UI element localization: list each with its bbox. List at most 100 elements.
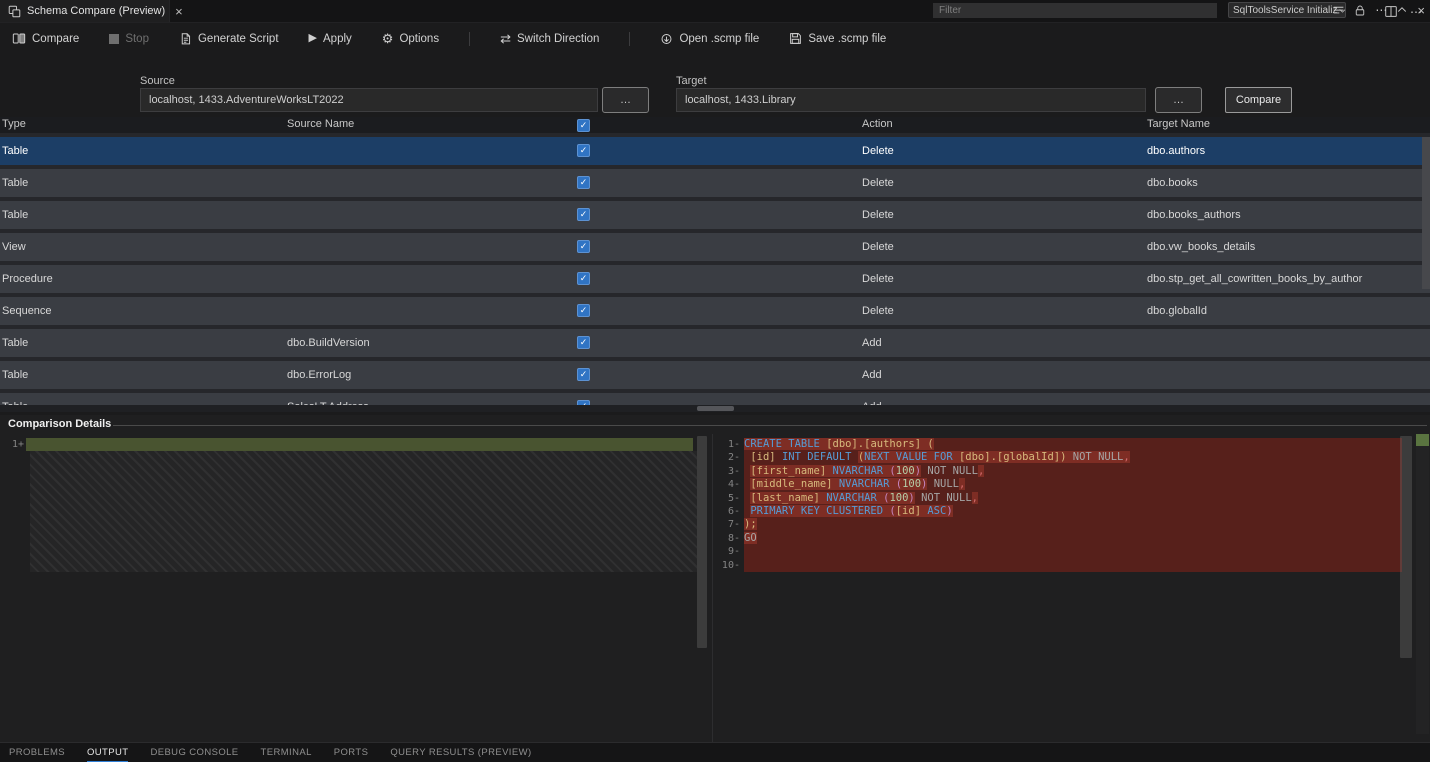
table-row[interactable]: Table ✓ Delete dbo.authors [0, 137, 1430, 165]
clear-output-icon[interactable] [1332, 4, 1345, 17]
toolbar-button-stop[interactable]: Stop [109, 33, 149, 45]
diff-right-scrollbar[interactable] [1400, 436, 1412, 658]
source-input[interactable] [140, 88, 598, 112]
select-all-checkbox[interactable]: ✓ [577, 119, 590, 132]
panel-tab-terminal[interactable]: TERMINAL [260, 746, 312, 758]
toolbar-button-save-scmp[interactable]: Save .scmp file [789, 32, 886, 45]
output-filter-input[interactable] [933, 3, 1217, 18]
toolbar-button-label: Generate Script [197, 32, 279, 45]
compare-run-button[interactable]: Compare [1225, 87, 1292, 113]
close-tab-icon[interactable]: × [175, 3, 183, 19]
schema-compare-icon [8, 5, 21, 18]
target-label: Target [676, 75, 707, 87]
cell-type: Table [2, 209, 29, 221]
row-include-checkbox[interactable]: ✓ [577, 272, 590, 285]
more-icon[interactable]: ⋯ [1375, 3, 1388, 17]
cell-action: Add [862, 337, 882, 349]
stop-icon [109, 33, 120, 44]
diff-left-scrollbar[interactable] [697, 436, 707, 648]
diff-line-removed: 7-); [718, 518, 1430, 532]
cell-type: Procedure [2, 273, 53, 285]
diff-overview-ruler[interactable] [1416, 434, 1429, 734]
panel-tab-ports[interactable]: PORTS [333, 746, 369, 758]
toolbar-button-apply[interactable]: ▶ Apply [309, 33, 352, 45]
cell-target-name: dbo.books [1147, 177, 1198, 189]
diff-source-pane[interactable]: 1+ [0, 438, 707, 572]
row-include-checkbox[interactable]: ✓ [577, 304, 590, 317]
apply-icon: ▶ [308, 32, 317, 44]
schema-compare-toolbar: Compare Stop Generate Script ▶ Apply ⚙ Options… [0, 24, 1430, 53]
grid-vertical-scrollbar[interactable] [1422, 137, 1430, 289]
cell-source-name: dbo.BuildVersion [287, 337, 370, 349]
diff-line-added: 1+ [0, 438, 707, 452]
table-row[interactable]: Table SalesLT.Address ✓ Add [0, 393, 1430, 405]
cell-target-name: dbo.books_authors [1147, 209, 1241, 221]
cell-target-name: dbo.stp_get_all_cowritten_books_by_autho… [1147, 273, 1363, 285]
column-header-source-name[interactable]: Source Name [287, 118, 355, 130]
column-header-action[interactable]: Action [862, 118, 893, 130]
cell-type: View [2, 241, 26, 253]
cell-type: Table [2, 369, 29, 381]
table-row[interactable]: Table ✓ Delete dbo.books [0, 169, 1430, 197]
diff-line-removed: 1- CREATE TABLE [dbo].[authors] ( [718, 438, 1430, 452]
table-row[interactable]: Procedure ✓ Delete dbo.stp_get_all_cowritte… [0, 265, 1430, 293]
row-include-checkbox[interactable]: ✓ [577, 368, 590, 381]
panel-tab-problems[interactable]: PROBLEMS [9, 746, 65, 758]
table-row[interactable]: Table ✓ Delete dbo.books_authors [0, 201, 1430, 229]
row-include-checkbox[interactable]: ✓ [577, 208, 590, 221]
column-header-type[interactable]: Type [2, 118, 26, 130]
diff-line-removed: 8- GO [718, 531, 1430, 546]
toolbar-button-label: Compare [32, 32, 80, 45]
close-icon[interactable]: × [1417, 2, 1425, 18]
diff-pane-divider [712, 434, 713, 742]
toolbar-divider [629, 31, 631, 46]
chevron-up-icon[interactable] [1396, 4, 1408, 16]
row-include-checkbox[interactable]: ✓ [577, 400, 590, 405]
comparison-grid: Type Source Name ✓ Action Target Name Ta… [0, 117, 1430, 405]
grid-horizontal-scrollbar[interactable] [0, 405, 1430, 412]
panel-tab-debug-console[interactable]: DEBUG CONSOLE [150, 746, 239, 758]
panel-tab-query-results-preview[interactable]: QUERY RESULTS (PREVIEW) [390, 746, 532, 758]
diff-target-pane[interactable]: 1- CREATE TABLE [dbo].[authors] (2- [id] … [718, 438, 1430, 572]
split-editor-icon[interactable] [1384, 5, 1398, 18]
row-include-checkbox[interactable]: ✓ [577, 176, 590, 189]
cell-target-name: dbo.authors [1147, 145, 1206, 157]
source-label: Source [140, 75, 175, 87]
toolbar-button-label: Options [399, 32, 440, 45]
toolbar-button-generate-script[interactable]: Generate Script [179, 32, 279, 46]
cell-action: Delete [862, 209, 894, 221]
diff-line-removed: 9- [718, 545, 1430, 559]
panel-tab-output[interactable]: OUTPUT [87, 743, 129, 762]
table-row[interactable]: Table dbo.BuildVersion ✓ Add [0, 329, 1430, 357]
output-channel-label: SqlToolsService Initializ [1233, 4, 1338, 16]
diff-filler-hatch [30, 451, 697, 572]
panel-tab-bar: PROBLEMS OUTPUT DEBUG CONSOLE TERMINAL PORTS… [0, 742, 1430, 762]
row-include-checkbox[interactable]: ✓ [577, 144, 590, 157]
lock-icon[interactable] [1354, 4, 1366, 17]
row-include-checkbox[interactable]: ✓ [577, 240, 590, 253]
row-include-checkbox[interactable]: ✓ [577, 336, 590, 349]
table-row[interactable]: Table dbo.ErrorLog ✓ Add [0, 361, 1430, 389]
table-row[interactable]: View ✓ Delete dbo.vw_books_details [0, 233, 1430, 261]
target-browse-button[interactable]: … [1155, 87, 1202, 113]
diff-line-removed: 10- [718, 558, 1430, 572]
toolbar-button-options[interactable]: ⚙ Options [382, 32, 439, 45]
toolbar-button-compare[interactable]: Compare [12, 32, 79, 45]
toolbar-button-open-scmp[interactable]: Open .scmp file [660, 32, 759, 46]
toolbar-button-label: Apply [323, 32, 352, 45]
cell-target-name: dbo.globalId [1147, 305, 1207, 317]
cell-action: Delete [862, 177, 894, 189]
output-channel-select[interactable]: SqlToolsService Initializ [1228, 2, 1346, 18]
column-header-target-name[interactable]: Target Name [1147, 118, 1210, 130]
table-row[interactable]: Sequence ✓ Delete dbo.globalId [0, 297, 1430, 325]
cell-target-name: dbo.vw_books_details [1147, 241, 1256, 253]
switch-direction-icon: ⇄ [500, 31, 511, 46]
diff-line-removed: 4- [middle_name] NVARCHAR (100) NULL, [718, 478, 1430, 492]
cell-source-name: dbo.ErrorLog [287, 369, 352, 381]
more-actions-icon[interactable]: ⋯ [1410, 4, 1422, 19]
toolbar-button-switch-direction[interactable]: ⇄ Switch Direction [500, 32, 599, 45]
source-browse-button[interactable]: … [602, 87, 649, 113]
tab-schema-compare[interactable]: Schema Compare (Preview) × [0, 0, 183, 22]
cell-type: Table [2, 337, 29, 349]
target-input[interactable] [676, 88, 1146, 112]
